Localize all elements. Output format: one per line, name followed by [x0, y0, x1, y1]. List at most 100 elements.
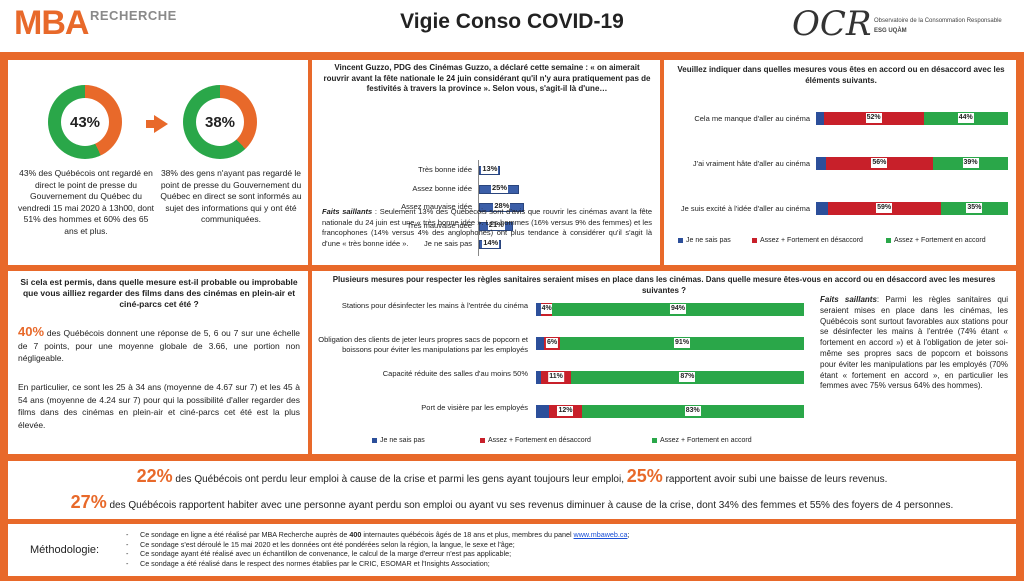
measures-stacked-bar: 4% 94%: [536, 303, 804, 316]
donut-chart-watched: 43%: [48, 85, 122, 159]
jobs-text3: des Québécois rapportent habiter avec un…: [106, 500, 954, 511]
measures-row-label: Port de visière par les employés: [421, 403, 528, 412]
agreement-stacked-bar: 59% 35%: [816, 202, 1008, 215]
guzzo-question: Vincent Guzzo, PDG des Cinémas Guzzo, a …: [323, 63, 651, 93]
measures-segment-value: 6%: [546, 338, 559, 348]
guzzo-bar-row: Je ne sais pas 14%: [312, 238, 660, 252]
measures-stacked-bar: 12% 83%: [536, 405, 804, 418]
agreement-row-label: Cela me manque d'aller au cinéma: [694, 114, 810, 123]
guzzo-bar-value: 13%: [481, 164, 499, 174]
measures-segment-dontknow: [536, 405, 550, 418]
guzzo-bar-row: Assez mauvaise idée 28%: [312, 201, 660, 215]
guzzo-bar-value: 21%: [487, 219, 505, 230]
guzzo-bar-label: Je ne sais pas: [424, 239, 472, 248]
drive-in-text1: 40% des Québécois donnent une réponse de…: [18, 324, 300, 365]
agreement-segment-dontknow: [816, 112, 824, 125]
measures-stacked-bar: 11% 87%: [536, 371, 804, 384]
measures-segment-disagree: 11%: [541, 371, 571, 384]
guzzo-notes-label: Faits saillants: [322, 207, 373, 216]
mbaweb-link[interactable]: www.mbaweb.ca: [573, 530, 628, 539]
agreement-legend-agree-label: Assez + Fortement en accord: [894, 237, 986, 244]
drive-in-question: Si cela est permis, dans quelle mesure e…: [20, 277, 298, 309]
guzzo-bar-row: Très mauvaise idée 21%: [312, 219, 660, 234]
drive-in-text2: En particulier, ce sont les 25 à 34 ans …: [18, 382, 300, 430]
guzzo-bar-row: Très bonne idée 13%: [312, 164, 660, 178]
measures-row-label: Stations pour désinfecter les mains à l'…: [341, 301, 528, 310]
guzzo-bar-label: Assez bonne idée: [412, 183, 472, 193]
guzzo-notes: Faits saillants : Seulement 13% des Québ…: [322, 207, 652, 249]
jobs-line1: 22% des Québécois ont perdu leur emploi …: [18, 467, 1006, 489]
guzzo-axis: [478, 160, 479, 256]
legend-swatch-red: [480, 437, 485, 443]
methodology-item: - Ce sondage en ligne a été réalisé par M…: [126, 530, 630, 539]
measures-legend-disagree-label: Assez + Fortement en désaccord: [488, 437, 591, 444]
methodology-line2: Ce sondage s'est déroulé le 15 mai 2020 …: [140, 539, 515, 549]
sanitary-measures-panel: Plusieurs mesures pour respecter les règ…: [312, 271, 1016, 454]
measures-segment-agree: 91%: [560, 337, 804, 350]
agreement-segment-value: 44%: [957, 113, 974, 123]
agreement-segment-dontknow: [816, 202, 828, 215]
legend-swatch-green: [886, 237, 891, 243]
guzzo-bar-value: 25%: [491, 182, 509, 193]
donut-informed-label: 38%: [196, 98, 244, 146]
measures-legend-dontknow-label: Je ne sais pas: [380, 437, 425, 444]
guzzo-notes-text: : Seulement 13% des Québécois sont d'avi…: [322, 207, 652, 248]
agreement-row-label: Je suis excité à l'idée d'aller au ciném…: [680, 204, 810, 213]
agreement-legend-dontknow: Je ne sais pas: [678, 237, 731, 244]
agreement-panel: Veuillez indiquer dans quelles mesures v…: [664, 60, 1016, 265]
ocr-logo-line2: ESG UQÀM: [874, 28, 907, 34]
mba-logo[interactable]: MBA RECHERCHE: [14, 4, 176, 46]
methodology-title: Méthodologie:: [30, 544, 100, 556]
agreement-stacked-bar: 52% 44%: [816, 112, 1008, 125]
measures-legend-dontknow: Je ne sais pas: [372, 437, 425, 444]
measures-segment-disagree: 12%: [549, 405, 582, 418]
agreement-question: Veuillez indiquer dans quelles mesures v…: [677, 65, 1005, 85]
guzzo-bar-label: Très bonne idée: [418, 165, 472, 174]
measures-legend-agree-label: Assez + Fortement en accord: [660, 437, 752, 444]
measures-segment-value: 94%: [670, 304, 687, 314]
guzzo-bar-row: Assez bonne idée 25%: [312, 182, 660, 197]
measures-segment-value: 12%: [557, 406, 574, 416]
donut-informed-text: 38% des gens n'ayant pas regardé le poin…: [160, 168, 302, 224]
agreement-legend-dontknow-label: Je ne sais pas: [686, 237, 731, 244]
drive-in-pct: 40%: [18, 324, 45, 339]
guzzo-bar-value: 28%: [493, 201, 511, 211]
methodology-line1b: 400: [349, 530, 362, 539]
guzzo-bar-label: Très mauvaise idée: [406, 220, 472, 230]
measures-segment-value: 91%: [674, 338, 691, 348]
methodology-line3: Ce sondage ayant été réalisé avec un éch…: [140, 549, 512, 558]
measures-segment-agree: 87%: [570, 371, 804, 384]
drive-in-panel: Si cela est permis, dans quelle mesure e…: [8, 271, 308, 454]
measures-segment-dontknow: [536, 337, 545, 350]
measures-segment-agree: 94%: [552, 303, 804, 316]
agreement-segment-disagree: 59%: [827, 202, 941, 215]
measures-segment-value: 87%: [679, 372, 696, 382]
measures-legend-agree: Assez + Fortement en accord: [652, 437, 752, 444]
donut-watched-text: 43% des Québécois ont regardé en direct …: [17, 168, 155, 236]
agreement-legend-disagree: Assez + Fortement en désaccord: [752, 237, 863, 244]
measures-row-label: Capacité réduite des salles d'au moins 5…: [382, 369, 528, 378]
methodology-item: - Ce sondage ayant été réalisé avec un éc…: [126, 549, 512, 558]
agreement-segment-disagree: 56%: [825, 157, 934, 170]
agreement-segment-value: 52%: [865, 113, 882, 123]
legend-swatch-red: [752, 237, 757, 243]
agreement-legend-agree: Assez + Fortement en accord: [886, 237, 986, 244]
measures-notes-label: Faits saillants: [820, 295, 877, 304]
drive-in-text1-body: des Québécois donnent une réponse de 5, …: [18, 328, 300, 363]
measures-segment-value: 4%: [540, 304, 553, 314]
agreement-segment-dontknow: [816, 157, 826, 170]
measures-segment-disagree: 6%: [544, 337, 561, 350]
agreement-segment-value: 56%: [871, 158, 888, 168]
measures-notes: Faits saillants: Parmi les règles sanita…: [820, 295, 1008, 392]
measures-stacked-bar: 6% 91%: [536, 337, 804, 350]
ocr-logo-line1: Observatoire de la Consommation Responsa…: [874, 18, 1002, 24]
methodology-line4: Ce sondage a été réalisé dans le respect…: [140, 558, 490, 568]
press-conference-panel: 43% 38% 43% des Québécois ont regardé en…: [8, 60, 308, 265]
measures-legend-disagree: Assez + Fortement en désaccord: [480, 437, 591, 444]
measures-segment-value: 11%: [548, 372, 564, 382]
measures-question: Plusieurs mesures pour respecter les règ…: [332, 275, 996, 295]
measures-segment-value: 83%: [684, 406, 701, 416]
measures-segment-dontknow: [536, 371, 542, 384]
ocr-logo[interactable]: OCR Observatoire de la Consommation Resp…: [792, 4, 1017, 46]
agreement-segment-agree: 35%: [940, 202, 1008, 215]
